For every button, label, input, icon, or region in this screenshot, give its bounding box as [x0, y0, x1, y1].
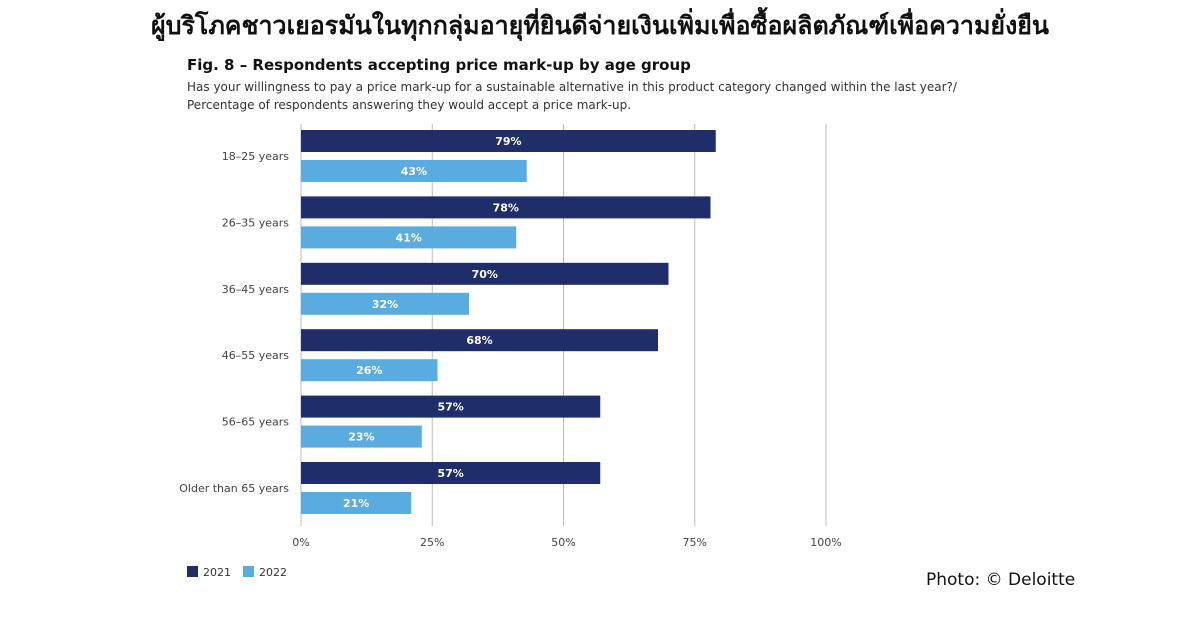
subtitle-line-2: Percentage of respondents answering they… — [187, 98, 632, 112]
data-label-2022-5: 21% — [343, 497, 369, 510]
data-label-2021-3: 68% — [466, 334, 492, 347]
bar-2022-1 — [301, 226, 517, 249]
bar-2021-4 — [301, 395, 601, 418]
category-label-4: 56–65 years — [222, 416, 290, 429]
bar-2022-4 — [301, 425, 422, 448]
x-tick-label-4: 100% — [810, 536, 841, 549]
bar-2022-0 — [301, 160, 527, 182]
bar-2021-3 — [301, 329, 658, 352]
category-label-0: 18–25 years — [222, 150, 290, 163]
legend-swatch-2021 — [187, 566, 198, 577]
data-label-2022-3: 26% — [356, 364, 382, 377]
data-label-2022-1: 41% — [395, 231, 421, 244]
category-label-1: 26–35 years — [222, 216, 290, 229]
category-label-2: 36–45 years — [222, 283, 290, 296]
x-tick-label-2: 50% — [551, 536, 575, 549]
bar-2022-2 — [301, 292, 469, 315]
legend-swatch-2022 — [243, 566, 254, 577]
data-label-2021-5: 57% — [437, 467, 463, 480]
data-label-2021-0: 79% — [495, 135, 521, 148]
figure-title: Fig. 8 – Respondents accepting price mar… — [187, 56, 691, 74]
bar-2022-5 — [301, 492, 412, 514]
legend-label-2021: 2021 — [203, 566, 231, 579]
subtitle-line-1: Has your willingness to pay a price mark… — [187, 80, 957, 94]
x-tick-label-3: 75% — [683, 536, 707, 549]
bar-2021-5 — [301, 462, 601, 484]
data-label-2022-4: 23% — [348, 431, 374, 444]
headline: ผู้บริโภคชาวเยอรมันในทุกกลุ่มอายุที่ยินด… — [150, 11, 1050, 40]
x-tick-label-0: 0% — [292, 536, 309, 549]
legend-label-2022: 2022 — [259, 566, 287, 579]
data-label-2021-4: 57% — [437, 401, 463, 414]
bar-2021-2 — [301, 262, 669, 285]
photo-credit: Photo: © Deloitte — [926, 570, 1076, 590]
data-label-2021-2: 70% — [472, 268, 498, 281]
data-label-2022-0: 43% — [401, 165, 427, 178]
data-label-2022-2: 32% — [372, 298, 398, 311]
category-label-5: Older than 65 years — [179, 482, 289, 495]
data-label-2021-1: 78% — [493, 201, 519, 214]
category-label-3: 46–55 years — [222, 349, 290, 362]
bar-2022-3 — [301, 359, 438, 382]
bar-2021-0 — [301, 130, 716, 152]
figure-subtitle: Has your willingness to pay a price mark… — [187, 78, 957, 114]
x-tick-label-1: 25% — [420, 536, 444, 549]
bar-2021-1 — [301, 196, 711, 219]
